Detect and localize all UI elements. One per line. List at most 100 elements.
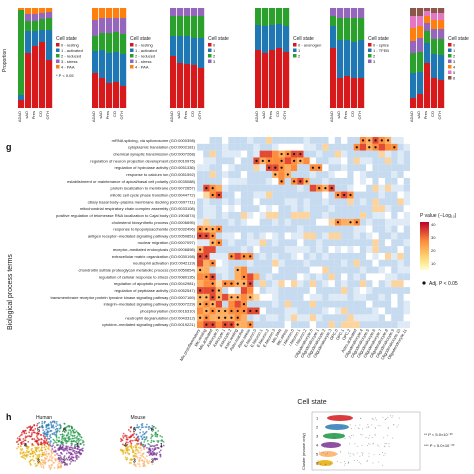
umap-point — [67, 431, 70, 434]
umap-point — [150, 437, 152, 440]
heatmap-cell — [253, 300, 260, 308]
heatmap-cell — [265, 198, 273, 206]
heatmap-cell — [297, 171, 304, 178]
heatmap-cell — [222, 143, 229, 151]
heatmap-cell — [334, 143, 342, 151]
heatmap-cell — [284, 266, 292, 274]
umap-point — [48, 427, 50, 430]
significance-dot — [236, 323, 239, 326]
significance-dot — [330, 187, 333, 190]
umap-point — [38, 438, 41, 441]
heatmap-cell — [240, 266, 248, 274]
umap-point — [63, 437, 66, 440]
umap-point — [65, 452, 68, 455]
umap-point — [152, 428, 154, 431]
umap-point — [23, 453, 26, 456]
bar-segment — [424, 43, 431, 63]
umap-point — [68, 425, 71, 427]
umap-point — [59, 454, 61, 457]
heatmap-cell — [215, 266, 223, 274]
umap-point — [66, 445, 69, 448]
umap-point — [65, 445, 68, 448]
heatmap-cell — [290, 171, 298, 178]
umap-point — [65, 457, 68, 460]
heatmap-cell — [403, 246, 411, 254]
bar-category-label: OTH — [119, 111, 124, 120]
significance-dot — [199, 316, 202, 319]
heatmap-cell — [347, 321, 354, 329]
violin-point — [339, 451, 341, 453]
heatmap-cell — [259, 184, 266, 192]
heatmap-cell — [328, 137, 335, 144]
bar-segment — [191, 8, 198, 16]
heatmap-cell — [247, 171, 254, 178]
heatmap-cell — [403, 314, 411, 322]
heatmap-cell — [391, 184, 398, 192]
bar-segment — [106, 33, 113, 53]
violin-point — [336, 460, 338, 462]
heatmap-cell — [403, 259, 411, 267]
umap-point — [74, 446, 77, 449]
heatmap-cell — [309, 300, 317, 308]
violin-point — [349, 424, 351, 426]
umap-point — [64, 447, 67, 450]
heatmap-cell — [347, 246, 354, 254]
umap-point — [28, 425, 31, 428]
heatmap-cell — [278, 191, 285, 199]
bar-segment — [92, 8, 99, 20]
bar-segment — [431, 29, 438, 39]
bar-segment — [120, 54, 127, 86]
significance-dot — [318, 166, 321, 169]
significance-dot — [380, 139, 383, 142]
umap-point — [130, 442, 133, 445]
bar-category-label: Pres — [343, 111, 348, 119]
heatmap-cell — [234, 157, 241, 165]
heatmap-cell — [341, 300, 348, 308]
umap-point — [76, 447, 79, 449]
violin-point — [367, 424, 369, 426]
significance-dot — [211, 241, 214, 244]
heatmap-cell — [253, 321, 260, 329]
umap-point — [40, 434, 43, 436]
significance-dot — [293, 152, 296, 156]
significance-dot — [274, 173, 277, 176]
umap-point — [128, 449, 131, 451]
umap-point — [31, 450, 34, 453]
heatmap-cell — [378, 205, 385, 213]
significance-dot — [199, 227, 202, 231]
violin-point — [336, 453, 338, 455]
bar-segment — [424, 11, 431, 16]
legend-label: 2 - reduced — [61, 53, 81, 58]
heatmap-cell — [372, 218, 379, 226]
bar-segment — [358, 8, 365, 18]
significance-dot — [211, 234, 214, 238]
heatmap-cell — [372, 321, 379, 329]
heatmap-cell — [265, 280, 273, 288]
umap-point — [130, 458, 132, 461]
heatmap-cell — [240, 205, 248, 213]
significance-dot — [368, 139, 371, 142]
umap-point — [159, 453, 162, 456]
heatmap-cell — [384, 171, 392, 178]
bar-segment — [438, 55, 445, 80]
heatmap-cell — [203, 212, 210, 219]
heatmap-cell — [353, 191, 360, 199]
umap-point — [21, 448, 24, 451]
heatmap-cell — [391, 198, 398, 206]
umap-point — [58, 430, 61, 433]
heatmap-cell — [222, 205, 229, 213]
umap-point — [63, 431, 66, 434]
human-label: Human — [36, 415, 52, 421]
heatmap-cell — [297, 184, 304, 192]
bar-segment — [18, 95, 25, 100]
heatmap-cell — [240, 246, 248, 254]
heatmap-cell — [403, 280, 411, 288]
umap-point — [43, 435, 45, 438]
heatmap-cell — [403, 307, 411, 315]
heatmap-cell — [203, 259, 210, 267]
heatmap-cell — [328, 225, 335, 233]
heatmap-cell — [253, 137, 260, 144]
violin-body — [319, 451, 337, 457]
heatmap-cell — [197, 164, 204, 172]
